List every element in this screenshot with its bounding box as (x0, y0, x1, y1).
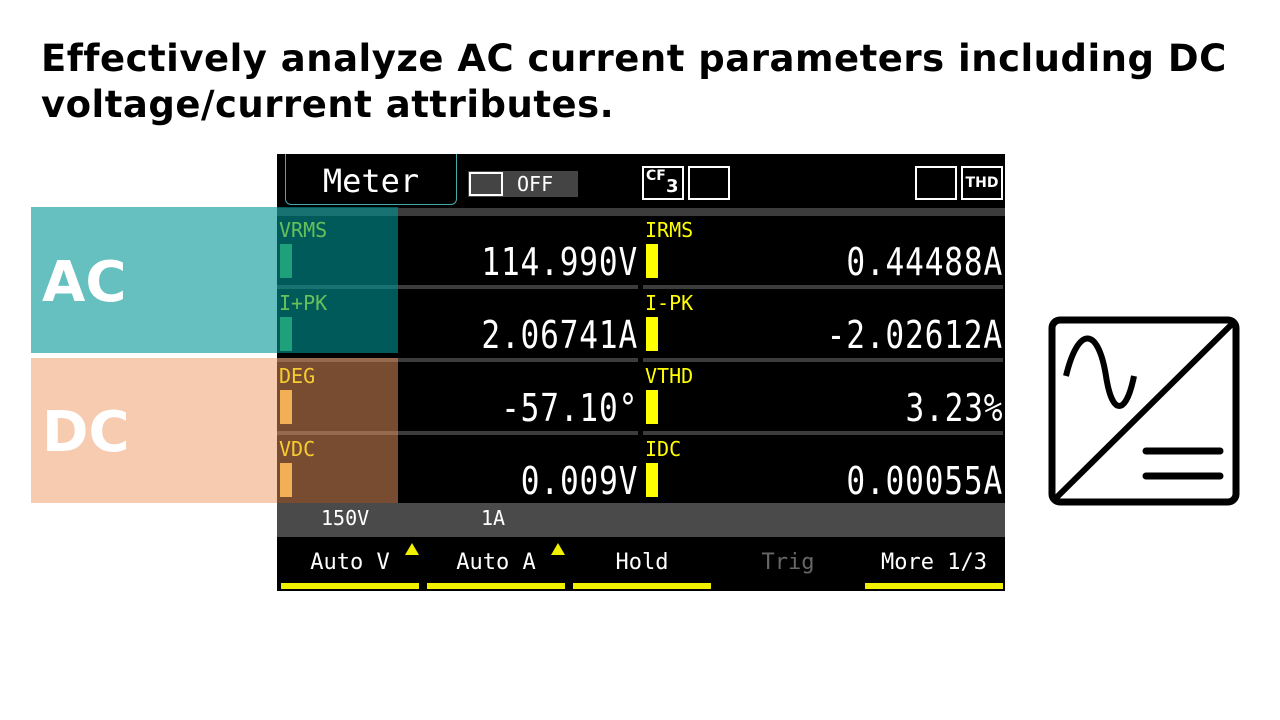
cell-value: 114.990V (481, 240, 638, 284)
softkey-underline (427, 583, 565, 589)
log-state: OFF (517, 172, 554, 196)
cell-label: VTHD (645, 364, 694, 388)
level-bar (646, 317, 658, 351)
slide-title: Effectively analyze AC current parameter… (41, 37, 1227, 126)
ac-overlay (31, 207, 398, 353)
cell-value: 2.06741A (481, 313, 638, 357)
usb-icon (688, 166, 730, 200)
cell-value: 0.00055A (846, 459, 1003, 503)
voltage-range: 150V (321, 506, 370, 530)
cell-label: I-PK (645, 291, 694, 315)
softkey-text: Hold (615, 550, 669, 575)
softkey-text: Auto V (310, 550, 390, 575)
cell-value: -57.10° (500, 386, 638, 430)
auto-arrow (551, 543, 565, 555)
cf-icon: CF 3 (642, 166, 684, 200)
softkey[interactable]: Auto V (281, 537, 419, 591)
cell-label: IDC (645, 437, 682, 461)
softkey[interactable]: Auto A (427, 537, 565, 591)
softkey[interactable]: Hold (573, 537, 711, 591)
current-range: 1A (481, 506, 506, 530)
cf-sub: 3 (666, 176, 679, 197)
level-bar (646, 390, 658, 424)
level-bar (646, 463, 658, 497)
cell-value: 0.44488A (846, 240, 1003, 284)
cell-value: 0.009V (520, 459, 638, 503)
cell-label: IRMS (645, 218, 694, 242)
mode-tab[interactable]: Meter (285, 154, 457, 205)
softkey-text: More 1/3 (881, 550, 987, 575)
softkey-text: Auto A (456, 550, 536, 575)
softkey-text: Trig (761, 550, 815, 575)
meter-cell: IDC 0.00055A (643, 431, 1003, 503)
meter-cell: IRMS 0.44488A (643, 212, 1003, 284)
range-bar (277, 503, 1005, 537)
level-bar (646, 244, 658, 278)
log-icon (469, 172, 503, 196)
cell-value: 3.23% (905, 386, 1003, 430)
ac-dc-icon (1048, 316, 1240, 506)
softkey-underline (281, 583, 419, 589)
softkey[interactable]: More 1/3 (865, 537, 1003, 591)
softkey[interactable]: Trig (719, 537, 857, 591)
softkey-underline (865, 583, 1003, 589)
meter-screen: Meter OFF CF 3 THD VRMS114.990VIRMS0.444… (277, 154, 1005, 591)
ac-label: AC (42, 250, 127, 315)
log-box (468, 171, 578, 197)
cell-value: -2.02612A (826, 313, 1003, 357)
hold-icon (915, 166, 957, 200)
softkey-underline (573, 583, 711, 589)
thd-icon: THD (961, 166, 1003, 200)
dc-label: DC (42, 400, 130, 465)
auto-arrow (405, 543, 419, 555)
meter-cell: VTHD 3.23% (643, 358, 1003, 430)
meter-cell: I-PK -2.02612A (643, 285, 1003, 357)
cf-label: CF (646, 168, 666, 184)
header-rule (277, 208, 1005, 216)
dc-overlay (31, 358, 398, 503)
